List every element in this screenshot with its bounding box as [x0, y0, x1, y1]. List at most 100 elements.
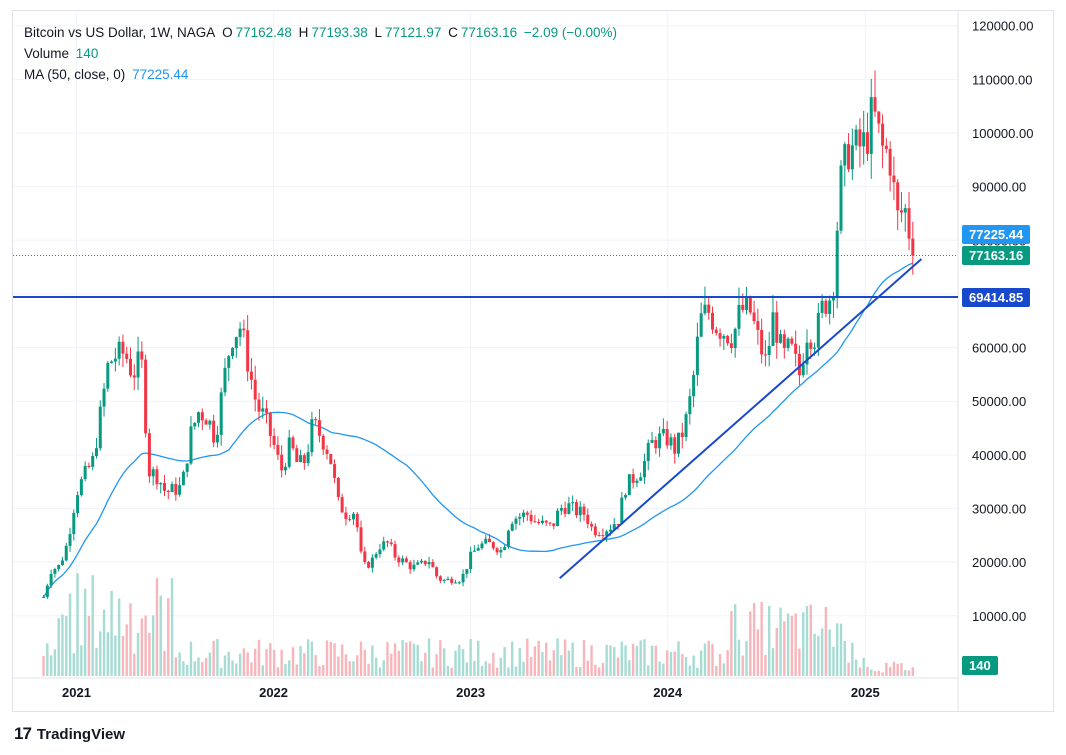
candle-body: [559, 508, 563, 511]
candle-body: [87, 465, 91, 467]
candle-body: [378, 549, 382, 555]
volume-bar: [749, 611, 752, 676]
volume-bar: [877, 670, 880, 676]
volume-bar: [178, 652, 181, 676]
volume-bar: [601, 662, 605, 676]
volume-bar: [110, 590, 113, 676]
candle-body: [45, 585, 49, 598]
candle-body: [76, 495, 80, 513]
candle-body: [265, 408, 269, 413]
candle-body: [385, 541, 389, 543]
volume-bar: [673, 651, 676, 676]
volume-bar: [284, 663, 287, 676]
volume-bar: [579, 667, 582, 676]
candle-body: [178, 485, 182, 495]
candle-body: [427, 562, 431, 565]
candle-body: [128, 358, 132, 376]
candle-body: [537, 521, 541, 524]
candle-body: [333, 464, 337, 478]
volume-bar: [552, 650, 555, 676]
candle-body: [673, 437, 677, 454]
volume-bar: [374, 657, 378, 676]
candle-body: [314, 419, 318, 421]
volume-bar: [76, 573, 79, 676]
volume-bar: [439, 640, 442, 676]
candle-body: [574, 502, 578, 516]
candle-body: [121, 341, 125, 354]
volume-bar: [669, 651, 673, 676]
candle-body: [506, 530, 510, 547]
low-label: L: [374, 25, 383, 40]
candle-body: [782, 334, 786, 348]
volume-bar: [325, 640, 329, 676]
candle-body: [438, 576, 442, 581]
candle-body: [801, 364, 805, 376]
candle-body: [786, 338, 790, 348]
volume-bar: [185, 664, 189, 676]
y-tick-label: 90000.00: [972, 180, 1026, 195]
candle-body: [884, 145, 888, 149]
volume-bar: [189, 641, 193, 676]
candle-body: [593, 526, 597, 536]
candle-body: [745, 296, 749, 310]
volume-bar: [125, 624, 128, 676]
volume-bar: [639, 640, 642, 676]
candle-body: [79, 479, 83, 496]
volume-bar: [839, 623, 843, 676]
candle-body: [843, 144, 847, 166]
candle-body: [321, 435, 325, 450]
candle-body: [306, 452, 310, 464]
ma-value: 77225.44: [132, 67, 189, 82]
candle-body: [899, 210, 903, 213]
candle-body: [283, 466, 287, 471]
volume-bar: [333, 643, 336, 676]
volume-bar: [401, 639, 404, 676]
volume-bar: [435, 654, 438, 676]
ma-price-label: 77225.44: [962, 225, 1031, 244]
candle-body: [204, 420, 208, 425]
volume-bar: [575, 667, 578, 676]
volume-bar: [216, 639, 219, 676]
volume-bar: [798, 648, 801, 676]
volume-bar: [650, 645, 654, 676]
volume-bar: [299, 645, 302, 676]
candle-body: [117, 341, 121, 359]
volume-bar: [643, 639, 646, 676]
volume-bar: [605, 644, 608, 676]
candle-body: [212, 420, 216, 443]
y-tick-label: 10000.00: [972, 609, 1026, 624]
chart-frame[interactable]: [12, 10, 1054, 712]
volume-bar: [288, 660, 291, 676]
volume-bar: [174, 657, 178, 676]
volume-bar: [900, 663, 903, 676]
candle-body: [654, 439, 658, 449]
volume-bar: [231, 660, 234, 676]
volume-bar: [87, 616, 91, 676]
candle-body: [699, 313, 703, 337]
volume-bar: [204, 658, 208, 676]
volume-bar: [820, 628, 824, 676]
volume-bar: [730, 610, 733, 676]
candle-body: [136, 351, 140, 378]
volume-bar: [163, 650, 166, 676]
volume-bar: [556, 638, 559, 676]
volume-bar: [590, 645, 593, 676]
volume-bar: [582, 639, 586, 676]
volume-bar: [809, 604, 812, 676]
candle-body: [344, 512, 348, 520]
candle-body: [896, 182, 900, 211]
candle-body: [741, 304, 745, 310]
volume-bar: [609, 645, 612, 676]
volume-bar: [378, 667, 382, 676]
tradingview-logo[interactable]: 17 TradingView: [14, 724, 125, 744]
candle-body: [491, 542, 495, 549]
volume-bar: [397, 650, 401, 676]
candle-body: [457, 582, 461, 584]
candle-body: [351, 513, 355, 520]
candle-body: [839, 165, 843, 231]
volume-bar: [688, 665, 692, 676]
candle-body: [83, 465, 87, 480]
volume-bar: [654, 645, 658, 676]
volume-bar: [775, 627, 778, 676]
